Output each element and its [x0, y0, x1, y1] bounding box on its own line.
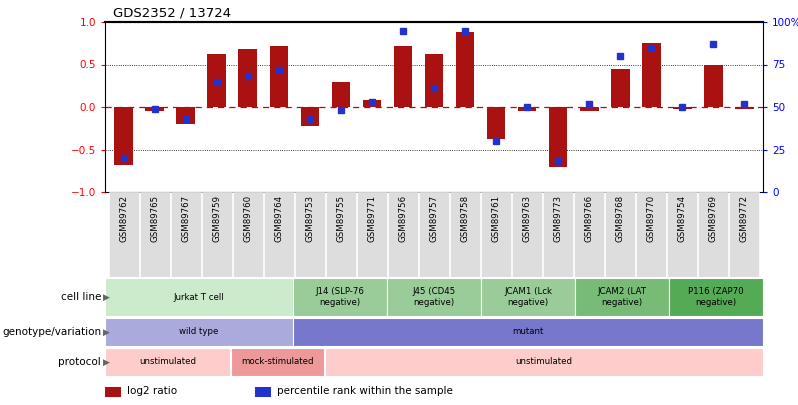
Text: GSM89768: GSM89768 — [616, 194, 625, 242]
Bar — [239, 49, 257, 107]
Text: GSM89765: GSM89765 — [150, 194, 159, 242]
Bar — [606, 192, 635, 277]
Bar — [140, 192, 169, 277]
Bar — [114, 107, 133, 165]
Text: mock-stimulated: mock-stimulated — [241, 358, 314, 367]
Bar — [512, 192, 542, 277]
Text: GSM89763: GSM89763 — [523, 194, 531, 242]
Text: log2 ratio: log2 ratio — [127, 386, 177, 396]
FancyBboxPatch shape — [325, 347, 763, 376]
Bar — [357, 192, 387, 277]
Text: GSM89762: GSM89762 — [119, 194, 128, 242]
Text: J14 (SLP-76
negative): J14 (SLP-76 negative) — [315, 287, 365, 307]
Text: JCAM2 (LAT
negative): JCAM2 (LAT negative) — [598, 287, 646, 307]
Text: protocol: protocol — [58, 357, 101, 367]
Text: GSM89764: GSM89764 — [275, 194, 283, 242]
FancyBboxPatch shape — [105, 278, 293, 316]
Bar — [109, 192, 139, 277]
Bar — [735, 107, 753, 109]
Bar — [456, 32, 474, 107]
Text: GSM89772: GSM89772 — [740, 194, 749, 242]
FancyBboxPatch shape — [105, 347, 230, 376]
Bar — [264, 192, 294, 277]
Bar — [667, 192, 697, 277]
Bar — [549, 107, 567, 166]
Bar — [171, 192, 200, 277]
Text: Jurkat T cell: Jurkat T cell — [174, 292, 224, 301]
Bar — [295, 192, 325, 277]
Bar — [362, 100, 381, 107]
Text: GSM89758: GSM89758 — [460, 194, 469, 242]
Bar — [145, 107, 164, 111]
Bar — [642, 43, 661, 107]
Bar — [636, 192, 666, 277]
Text: P116 (ZAP70
negative): P116 (ZAP70 negative) — [688, 287, 744, 307]
Text: mutant: mutant — [512, 328, 543, 337]
Bar — [176, 107, 195, 124]
Text: GSM89760: GSM89760 — [243, 194, 252, 242]
Text: ▶: ▶ — [104, 328, 110, 337]
FancyBboxPatch shape — [575, 278, 669, 316]
Bar — [207, 54, 226, 107]
Text: J45 (CD45
negative): J45 (CD45 negative) — [413, 287, 456, 307]
Bar — [611, 69, 630, 107]
FancyBboxPatch shape — [670, 278, 763, 316]
Text: GSM89771: GSM89771 — [367, 194, 377, 242]
Text: GSM89770: GSM89770 — [646, 194, 656, 242]
Bar — [450, 192, 480, 277]
Bar — [698, 192, 729, 277]
Text: percentile rank within the sample: percentile rank within the sample — [277, 386, 452, 396]
Text: GSM89767: GSM89767 — [181, 194, 190, 242]
Bar — [301, 107, 319, 126]
Text: GDS2352 / 13724: GDS2352 / 13724 — [113, 7, 231, 20]
Text: GSM89754: GSM89754 — [678, 194, 687, 242]
Text: cell line: cell line — [61, 292, 101, 302]
Text: GSM89759: GSM89759 — [212, 194, 221, 241]
Bar — [388, 192, 418, 277]
FancyBboxPatch shape — [387, 278, 480, 316]
Text: unstimulated: unstimulated — [139, 358, 196, 367]
Bar — [580, 107, 598, 111]
Bar — [202, 192, 231, 277]
Bar — [704, 64, 723, 107]
FancyBboxPatch shape — [294, 318, 763, 346]
Text: wild type: wild type — [180, 328, 219, 337]
Bar — [575, 192, 604, 277]
Bar — [481, 192, 511, 277]
Text: ▶: ▶ — [104, 358, 110, 367]
Text: GSM89757: GSM89757 — [429, 194, 438, 242]
Text: JCAM1 (Lck
negative): JCAM1 (Lck negative) — [504, 287, 552, 307]
Text: GSM89761: GSM89761 — [492, 194, 500, 242]
Text: genotype/variation: genotype/variation — [2, 327, 101, 337]
Text: GSM89769: GSM89769 — [709, 194, 718, 241]
Bar — [393, 46, 413, 107]
Bar — [326, 192, 356, 277]
Bar — [233, 192, 263, 277]
Text: unstimulated: unstimulated — [516, 358, 572, 367]
FancyBboxPatch shape — [294, 278, 387, 316]
Bar — [425, 54, 444, 107]
Bar — [543, 192, 573, 277]
Bar — [419, 192, 449, 277]
FancyBboxPatch shape — [105, 318, 293, 346]
Bar — [332, 81, 350, 107]
Text: GSM89766: GSM89766 — [585, 194, 594, 242]
Bar — [105, 387, 120, 396]
Text: GSM89773: GSM89773 — [554, 194, 563, 242]
FancyBboxPatch shape — [481, 278, 575, 316]
Text: GSM89756: GSM89756 — [398, 194, 408, 242]
Text: ▶: ▶ — [104, 292, 110, 301]
Bar — [270, 46, 288, 107]
Bar — [673, 107, 692, 109]
Bar — [255, 387, 271, 396]
Text: GSM89755: GSM89755 — [337, 194, 346, 242]
FancyBboxPatch shape — [231, 347, 324, 376]
Bar — [518, 107, 536, 111]
Bar — [729, 192, 759, 277]
Bar — [487, 107, 505, 139]
Text: GSM89753: GSM89753 — [306, 194, 314, 242]
